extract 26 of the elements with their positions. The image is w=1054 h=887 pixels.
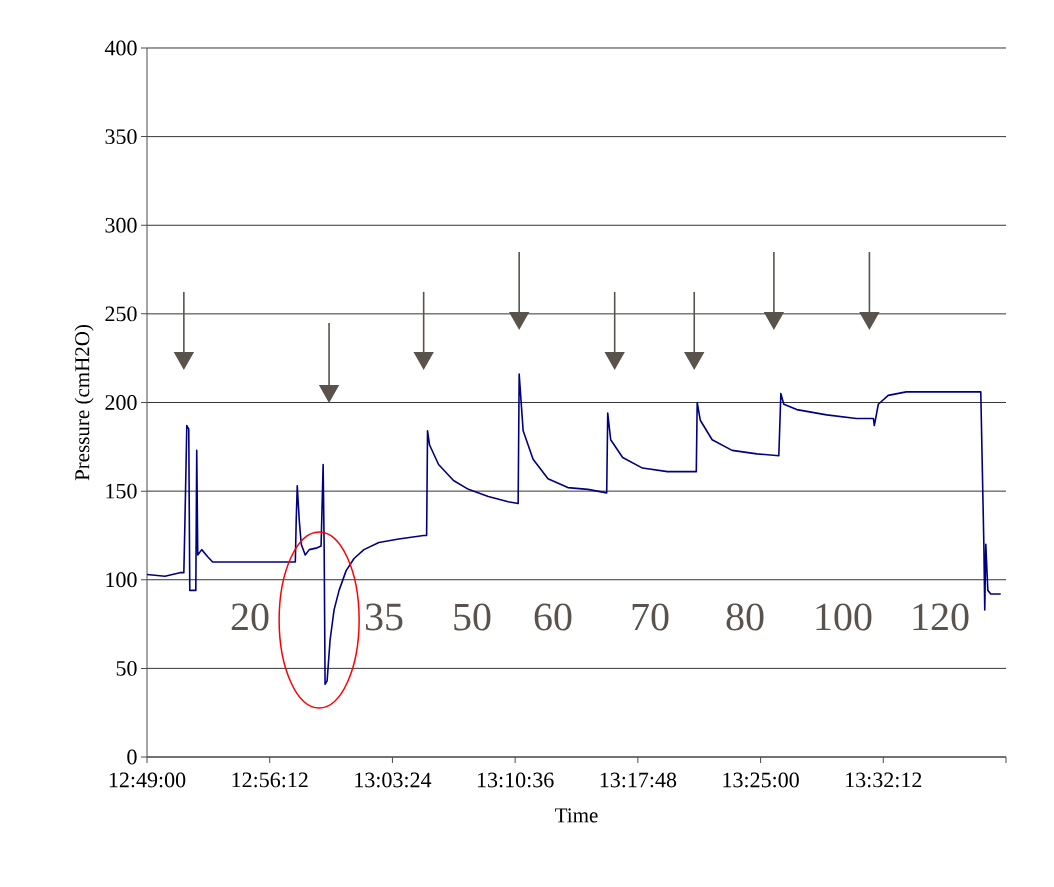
x-tick-label: 13:32:12 (846, 772, 922, 788)
annotation: 70 (632, 603, 669, 631)
annotation: 35 (365, 603, 403, 631)
annotation: 120 (913, 603, 969, 631)
y-tick-label: 0 (127, 749, 137, 765)
x-tick-label: 13:17:48 (600, 772, 677, 788)
annotation: 60 (534, 603, 572, 631)
x-tick-label: 13:10:36 (477, 772, 554, 788)
y-tick-label: 200 (105, 395, 137, 410)
annotation: 80 (726, 603, 764, 631)
y-tick-label: 300 (105, 217, 137, 233)
x-tick-label: 12:56:12 (232, 772, 308, 788)
x-tick-label: 12:49:00 (109, 772, 186, 788)
y-tick-label: 100 (106, 572, 137, 588)
y-tick-label: 400 (104, 40, 137, 56)
x-axis-title: Time (555, 808, 598, 823)
annotation: 20 (231, 603, 269, 631)
annotation: 100 (816, 603, 872, 631)
y-tick-label: 50 (116, 660, 137, 676)
y-tick-label: 250 (105, 306, 137, 322)
x-tick-label: 13:25:00 (723, 772, 799, 788)
y-tick-label: 150 (106, 483, 137, 499)
y-tick-label: 350 (105, 129, 137, 145)
annotation: 50 (454, 603, 491, 631)
y-axis-title: Pressure (cmH2O) (74, 324, 94, 481)
x-tick-label: 13:03:24 (355, 772, 432, 788)
